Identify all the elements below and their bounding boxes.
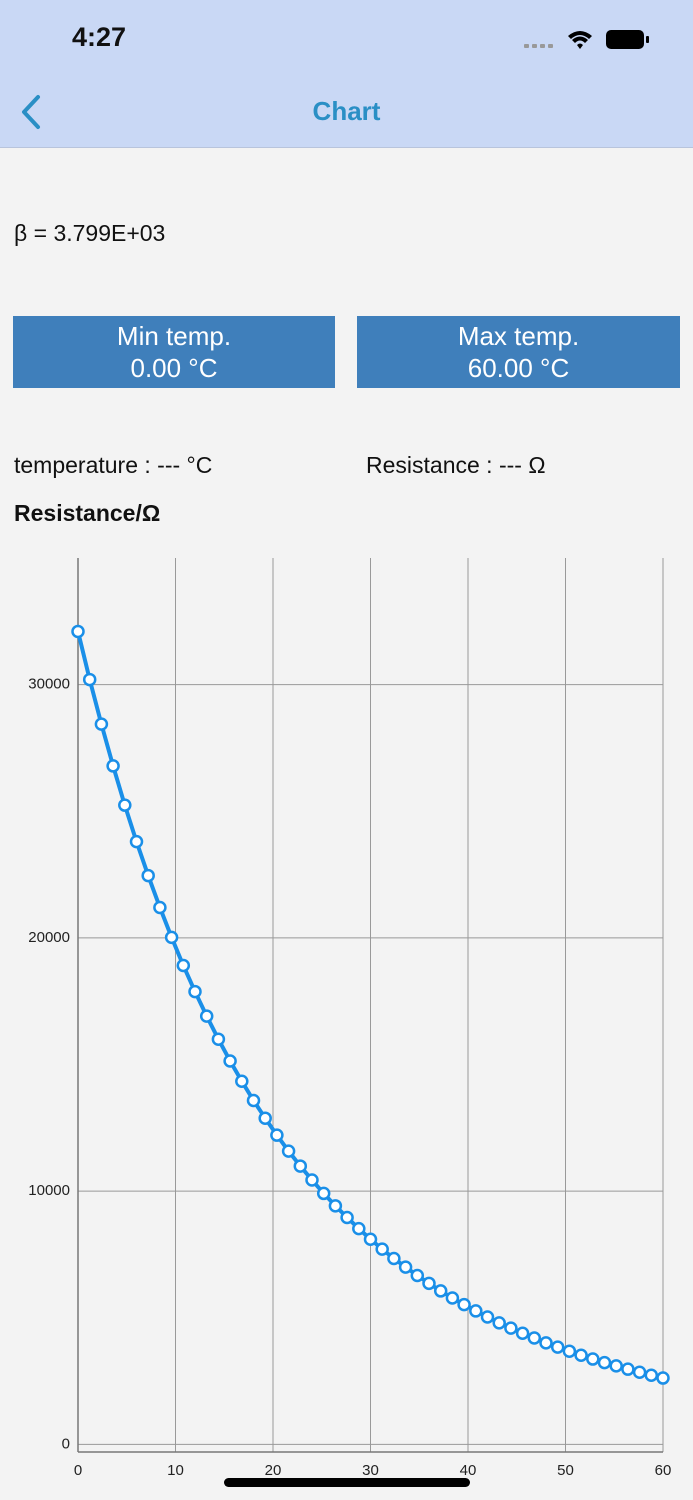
- data-point: [71, 624, 85, 639]
- data-point: [305, 1173, 319, 1187]
- x-tick-label: 50: [557, 1462, 574, 1479]
- data-point: [258, 1111, 272, 1125]
- data-point: [597, 1355, 612, 1370]
- resistance-readout: Resistance : --- Ω: [366, 452, 546, 478]
- data-point: [94, 717, 109, 731]
- data-point: [398, 1260, 413, 1274]
- min-temp-button[interactable]: Min temp. 0.00 °C: [13, 316, 335, 388]
- data-point: [539, 1336, 553, 1350]
- data-point: [527, 1331, 542, 1345]
- data-point: [281, 1144, 296, 1158]
- nav-title: Chart: [312, 96, 381, 126]
- data-point: [480, 1310, 495, 1324]
- data-point: [515, 1326, 530, 1340]
- data-point: [422, 1276, 436, 1291]
- beta-text: β = 3.799E+03: [14, 220, 166, 246]
- data-point: [188, 984, 202, 999]
- data-point: [644, 1368, 659, 1383]
- data-point: [106, 759, 120, 773]
- data-point: [410, 1268, 425, 1283]
- data-point: [246, 1093, 261, 1108]
- y-tick-label: 10000: [28, 1182, 70, 1199]
- data-point: [457, 1297, 471, 1312]
- data-point: [199, 1009, 214, 1023]
- data-point: [82, 672, 97, 687]
- nav-bar: [0, 0, 693, 148]
- data-point: [316, 1186, 331, 1201]
- y-tick-label: 20000: [28, 929, 70, 946]
- y-tick-label: 0: [62, 1435, 70, 1452]
- data-point: [609, 1359, 623, 1373]
- data-point: [352, 1221, 366, 1236]
- data-point: [153, 900, 167, 915]
- home-indicator: [224, 1478, 470, 1487]
- data-point: [375, 1242, 389, 1256]
- data-point: [492, 1316, 506, 1330]
- data-point: [656, 1371, 670, 1385]
- data-point: [387, 1251, 401, 1266]
- data-point: [328, 1199, 343, 1213]
- temperature-readout: temperature : --- °C: [14, 452, 213, 478]
- data-point: [433, 1284, 448, 1298]
- data-point: [293, 1159, 308, 1173]
- data-point: [504, 1321, 518, 1335]
- data-point: [223, 1054, 237, 1068]
- data-point: [129, 834, 144, 849]
- data-point: [469, 1304, 483, 1318]
- x-tick-label: 30: [362, 1462, 379, 1479]
- button-value: 60.00 °C: [467, 353, 570, 383]
- back-button[interactable]: [18, 94, 44, 130]
- data-point: [235, 1074, 249, 1088]
- data-point: [141, 868, 155, 883]
- data-point: [211, 1032, 226, 1046]
- data-point: [270, 1128, 284, 1142]
- x-tick-label: 10: [167, 1462, 184, 1479]
- y-axis-label: Resistance/Ω: [14, 500, 161, 526]
- data-point: [586, 1352, 600, 1366]
- x-tick-label: 60: [655, 1462, 672, 1479]
- data-point: [562, 1344, 577, 1358]
- data-point: [363, 1232, 378, 1247]
- button-label: Max temp.: [457, 321, 580, 351]
- data-point: [176, 958, 191, 973]
- status-time: 4:27: [72, 22, 127, 52]
- max-temp-button[interactable]: Max temp. 60.00 °C: [357, 316, 680, 388]
- y-tick-label: 30000: [28, 676, 70, 693]
- data-point: [340, 1210, 354, 1225]
- data-point: [574, 1348, 588, 1363]
- button-label: Min temp.: [116, 321, 232, 351]
- button-value: 0.00 °C: [130, 353, 218, 383]
- data-point: [550, 1340, 565, 1354]
- data-point: [164, 930, 179, 945]
- data-point: [621, 1362, 635, 1376]
- x-tick-label: 40: [460, 1462, 477, 1479]
- x-tick-label: 0: [74, 1462, 82, 1479]
- x-tick-label: 20: [265, 1462, 282, 1479]
- status-icons: [524, 30, 649, 49]
- data-point: [632, 1365, 647, 1379]
- data-point: [445, 1291, 460, 1305]
- data-point: [118, 798, 132, 812]
